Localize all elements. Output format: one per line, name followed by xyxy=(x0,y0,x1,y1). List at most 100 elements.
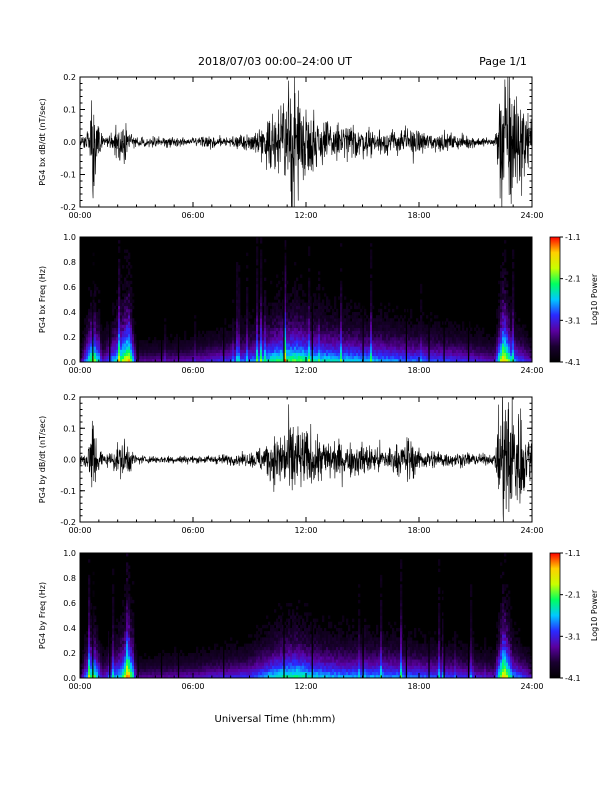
spectrogram-cell xyxy=(476,358,479,363)
spectrogram-cell xyxy=(260,265,263,269)
spectrogram-cell xyxy=(420,287,423,291)
spectrogram-cell xyxy=(392,308,395,313)
spectrogram-cell xyxy=(340,302,343,307)
spectrogram-cell xyxy=(148,671,151,676)
spectrogram-cell xyxy=(168,355,171,360)
spectrogram-cell xyxy=(424,324,427,328)
spectrogram-cell xyxy=(126,318,129,322)
spectrogram-cell xyxy=(384,324,387,328)
spectrogram-cell xyxy=(382,318,385,322)
spectrogram-cell xyxy=(208,337,211,341)
spectrogram-cell xyxy=(106,349,109,353)
spectrogram-cell xyxy=(336,346,339,350)
spectrogram-cell xyxy=(128,653,131,657)
spectrogram-cell xyxy=(264,349,267,353)
spectrogram-cell xyxy=(246,674,249,679)
spectrogram-cell xyxy=(120,321,123,325)
spectrogram-cell xyxy=(178,358,181,363)
spectrogram-cell xyxy=(348,337,351,341)
spectrogram-cell xyxy=(444,355,447,360)
spectrogram-cell xyxy=(86,346,89,350)
spectrogram-cell xyxy=(172,674,175,679)
spectrogram-cell xyxy=(462,321,465,325)
spectrogram-cell xyxy=(96,346,99,350)
spectrogram-cell xyxy=(166,337,169,341)
spectrogram-cell xyxy=(402,318,405,322)
spectrogram-cell xyxy=(268,346,271,350)
spectrogram-cell xyxy=(504,268,507,272)
spectrogram-cell xyxy=(112,568,115,573)
spectrogram-cell xyxy=(96,646,99,651)
spectrogram-cell xyxy=(484,343,487,347)
spectrogram-cell xyxy=(348,333,351,338)
spectrogram-cell xyxy=(90,618,93,623)
spectrogram-cell xyxy=(480,352,483,357)
spectrogram-cell xyxy=(506,290,509,294)
spectrogram-cell xyxy=(504,258,507,263)
spectrogram-cell xyxy=(120,615,123,619)
spectrogram-cell xyxy=(214,659,217,663)
spectrogram-cell xyxy=(284,302,287,307)
spectrogram-cell xyxy=(358,352,361,357)
spectrogram-cell xyxy=(456,355,459,360)
spectrogram-cell xyxy=(304,337,307,341)
spectrogram-cell xyxy=(278,349,281,353)
spectrogram-cell xyxy=(330,315,333,319)
spectrogram-cell xyxy=(276,340,279,344)
spectrogram-cell xyxy=(122,624,125,629)
spectrogram-cell xyxy=(342,346,345,350)
spectrogram-cell xyxy=(308,358,311,363)
spectrogram-cell xyxy=(364,318,367,322)
spectrogram-cell xyxy=(440,340,443,344)
spectrogram-cell xyxy=(90,327,93,332)
spectrogram-cell xyxy=(128,324,131,328)
spectrogram-cell xyxy=(284,271,287,275)
spectrogram-cell xyxy=(382,352,385,357)
spectrogram-cell xyxy=(194,656,197,660)
spectrogram-cell xyxy=(268,315,271,319)
spectrogram-cell xyxy=(146,671,149,676)
spectrogram-cell xyxy=(88,590,91,594)
spectrogram-cell xyxy=(244,324,247,328)
spectrogram-cell xyxy=(388,358,391,363)
spectrogram-cell xyxy=(302,315,305,319)
spectrogram-cell xyxy=(180,668,183,673)
spectrogram-cell xyxy=(132,634,135,638)
spectrogram-cell xyxy=(408,349,411,353)
spectrogram-cell xyxy=(106,330,109,335)
data-gap xyxy=(160,237,163,362)
spectrogram-cell xyxy=(338,358,341,363)
spectrogram-cell xyxy=(120,674,123,679)
spectrogram-cell xyxy=(504,346,507,350)
spectrogram-cell xyxy=(90,337,93,341)
spectrogram-cell xyxy=(398,352,401,357)
spectrogram-cell xyxy=(118,333,121,338)
spectrogram-cell xyxy=(126,333,129,338)
spectrogram-cell xyxy=(130,346,133,350)
colorbar-tick-label: -1.1 xyxy=(565,233,581,242)
spectrogram-cell xyxy=(200,674,203,679)
spectrogram-cell xyxy=(126,290,129,294)
spectrogram-cell xyxy=(372,349,375,353)
spectrogram-cell xyxy=(212,333,215,338)
spectrogram-cell xyxy=(272,330,275,335)
spectrogram-cell xyxy=(506,340,509,344)
spectrogram-cell xyxy=(366,343,369,347)
spectrogram-cell xyxy=(94,637,97,641)
spectrogram-cell xyxy=(120,665,123,669)
spectrogram-cell xyxy=(510,327,513,332)
spectrogram-cell xyxy=(500,293,503,297)
spectrogram-cell xyxy=(244,355,247,360)
spectrogram-cell xyxy=(220,346,223,350)
spectrogram-cell xyxy=(272,327,275,332)
spectrogram-cell xyxy=(298,315,301,319)
spectrogram-cell xyxy=(268,659,271,663)
spectrogram-cell xyxy=(144,352,147,357)
spectrogram-cell xyxy=(504,343,507,347)
spectrogram-cell xyxy=(370,249,373,253)
spectrogram-cell xyxy=(364,349,367,353)
spectrogram-cell xyxy=(512,340,515,344)
spectrogram-cell xyxy=(170,346,173,350)
spectrogram-cell xyxy=(506,324,509,328)
spectrogram-cell xyxy=(196,355,199,360)
